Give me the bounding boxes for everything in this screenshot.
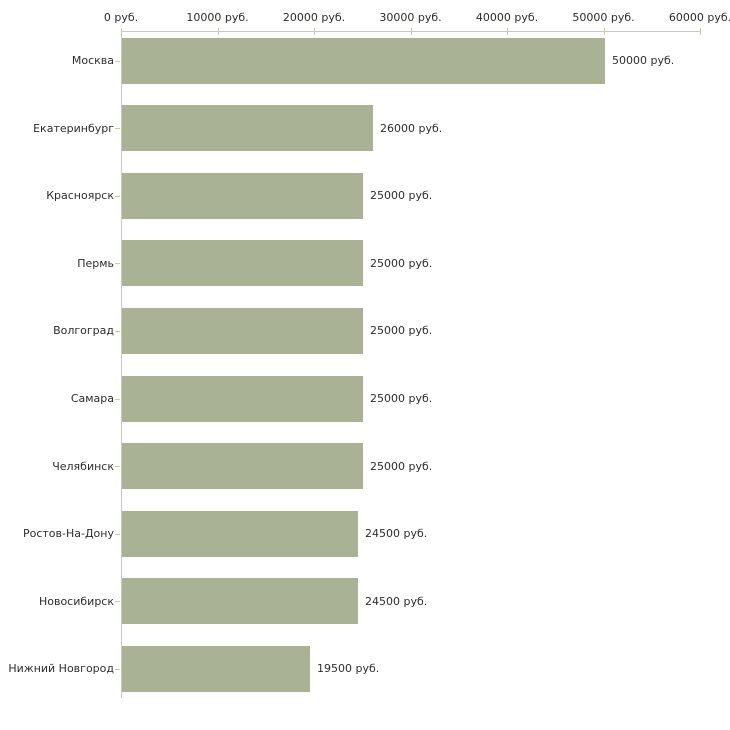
x-axis-tick-mark bbox=[314, 28, 315, 35]
bar bbox=[122, 510, 358, 557]
category-label: Екатеринбург bbox=[33, 121, 114, 135]
bar bbox=[122, 645, 310, 692]
bar bbox=[122, 105, 373, 152]
x-axis-tick-label: 40000 руб. bbox=[475, 11, 539, 24]
value-label: 50000 руб. bbox=[612, 54, 675, 67]
category-tick-mark bbox=[115, 263, 120, 265]
value-label: 24500 руб. bbox=[365, 527, 428, 541]
category-tick-mark bbox=[115, 668, 120, 670]
x-axis-tick-mark bbox=[700, 28, 701, 35]
value-label: 19500 руб. bbox=[317, 662, 380, 676]
x-axis-tick-label: 30000 руб. bbox=[379, 11, 442, 24]
y-axis-line bbox=[121, 31, 122, 698]
category-label: Красноярск bbox=[46, 189, 114, 203]
x-axis-tick-label: 60000 руб. bbox=[668, 11, 730, 24]
x-axis-tick-mark bbox=[121, 28, 122, 35]
category-label: Самара bbox=[70, 392, 114, 405]
bar bbox=[122, 240, 363, 287]
x-axis-tick-mark bbox=[603, 28, 605, 35]
value-label: 25000 руб. bbox=[370, 392, 433, 405]
category-tick-mark bbox=[115, 398, 120, 400]
bar bbox=[122, 375, 363, 422]
value-label: 25000 руб. bbox=[370, 256, 433, 270]
x-axis-tick-label: 20000 руб. bbox=[282, 11, 346, 24]
category-tick-mark bbox=[115, 533, 120, 535]
category-tick-mark bbox=[115, 330, 120, 332]
value-label: 25000 руб. bbox=[370, 189, 433, 203]
x-axis-tick-label: 50000 руб. bbox=[572, 11, 635, 24]
category-label: Новосибирск bbox=[38, 594, 114, 608]
value-label: 25000 руб. bbox=[370, 324, 433, 338]
category-label: Ростов-На-Дону bbox=[22, 527, 114, 541]
x-axis-tick-mark bbox=[410, 28, 412, 35]
category-tick-mark bbox=[115, 195, 120, 197]
category-label: Пермь bbox=[77, 256, 114, 270]
bar bbox=[122, 307, 363, 354]
category-tick-mark bbox=[115, 128, 120, 130]
category-label: Нижний Новгород bbox=[8, 662, 114, 676]
x-axis-tick-mark bbox=[217, 28, 219, 35]
bar bbox=[122, 37, 605, 84]
bar bbox=[122, 578, 358, 625]
bar bbox=[122, 443, 363, 490]
x-axis-tick-mark bbox=[507, 28, 508, 35]
x-axis-tick-label: 10000 руб. bbox=[186, 11, 249, 24]
value-label: 26000 руб. bbox=[380, 121, 443, 135]
x-axis-tick-label: 0 руб. bbox=[103, 11, 139, 24]
category-label: Волгоград bbox=[53, 324, 114, 338]
value-label: 24500 руб. bbox=[365, 594, 428, 608]
category-tick-mark bbox=[115, 60, 120, 62]
category-tick-mark bbox=[115, 601, 120, 603]
category-label: Москва bbox=[71, 54, 114, 67]
category-tick-mark bbox=[115, 466, 120, 468]
value-label: 25000 руб. bbox=[370, 459, 433, 473]
category-label: Челябинск bbox=[52, 459, 114, 473]
bar bbox=[122, 172, 363, 219]
